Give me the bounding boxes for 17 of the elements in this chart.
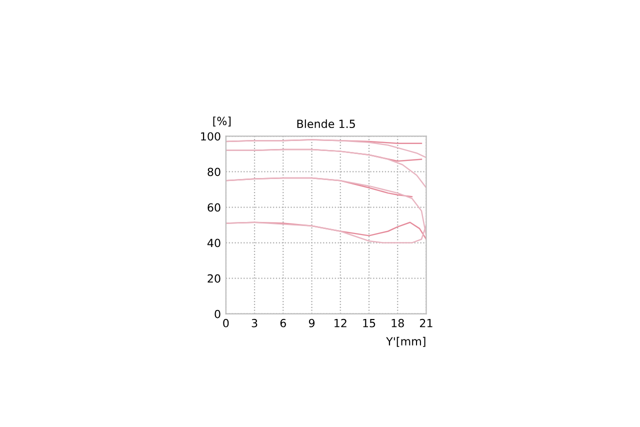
x-tick-label: 12 (334, 318, 346, 328)
x-tick-label: 15 (363, 319, 376, 328)
y-tick-label: 0 (214, 310, 220, 318)
x-tick-label: 18 (392, 318, 404, 328)
x-tick-label: 3 (252, 318, 258, 328)
x-tick-label: 9 (308, 318, 315, 328)
x-tick-label: 0 (223, 318, 229, 328)
y-axis-title: [%] (213, 116, 231, 126)
y-tick-label: 60 (208, 203, 220, 212)
y-tick-label: 80 (208, 168, 220, 176)
x-tick-label: 6 (280, 318, 286, 328)
y-tick-label: 40 (207, 238, 220, 248)
y-tick-label: 100 (201, 132, 220, 141)
y-tick-label: 20 (208, 274, 220, 283)
x-tick-label: 21 (420, 318, 432, 328)
chart-title: Blende 1.5 (297, 119, 355, 128)
x-axis-title: Y'[mm] (386, 336, 426, 347)
